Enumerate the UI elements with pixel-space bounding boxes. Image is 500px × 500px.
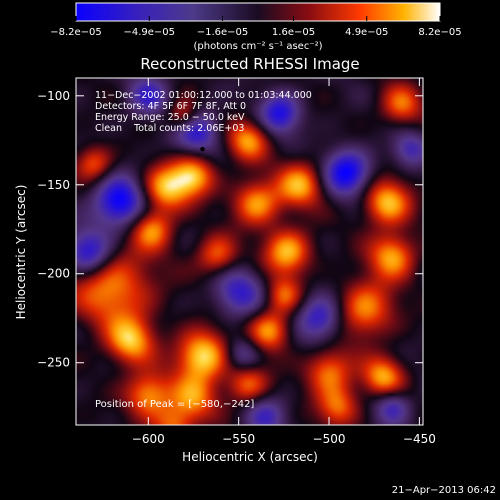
- chart-title: Reconstructed RHESSI Image: [140, 55, 359, 73]
- annotation-counts: Clean Total counts: 2.06E+03: [95, 123, 244, 134]
- colorbar-tick-label: −1.6e−05: [197, 27, 249, 38]
- plot-area: [76, 78, 423, 425]
- colorbar: [75, 2, 441, 22]
- y-tick-label: −200: [37, 267, 70, 281]
- colorbar-tick-label: 8.2e−05: [418, 27, 461, 38]
- x-axis-label: Heliocentric X (arcsec): [182, 450, 318, 464]
- axis-ticks: −600 −550 −500 −450 −100 −150 −200 −250: [37, 78, 436, 446]
- colorbar-tick-label: −8.2e−05: [50, 27, 102, 38]
- annotation-time: 11−Dec−2002 01:00:12.000 to 01:03:44.000: [95, 90, 312, 101]
- x-tick-label: −600: [132, 432, 165, 446]
- colorbar-tick-label: 4.9e−05: [345, 27, 388, 38]
- plot-frame: [75, 77, 424, 426]
- y-tick-label: −150: [37, 178, 70, 192]
- annotation-block: 11−Dec−2002 01:00:12.000 to 01:03:44.000…: [95, 90, 312, 134]
- y-tick-label: −100: [37, 89, 70, 103]
- colorbar-ticks: −8.2e−05 −4.9e−05 −1.6e−05 1.6e−05 4.9e−05 8.…: [50, 16, 462, 38]
- colorbar-unit-label: (photons cm⁻² s⁻¹ asec⁻²): [193, 41, 322, 52]
- annotation-detectors: Detectors: 4F 5F 6F 7F 8F, Att 0: [95, 101, 246, 112]
- x-tick-label: −500: [313, 432, 346, 446]
- y-tick-label: −250: [37, 356, 70, 370]
- peak-position-label: Position of Peak = [−580,−242]: [95, 399, 254, 410]
- y-axis-label: Heliocentric Y (arcsec): [14, 185, 28, 320]
- x-tick-label: −450: [403, 432, 436, 446]
- colorbar-tick-label: 1.6e−05: [272, 27, 315, 38]
- x-tick-label: −550: [222, 432, 255, 446]
- peak-marker: [200, 146, 205, 152]
- annotation-energy: Energy Range: 25.0 − 50.0 keV: [95, 112, 245, 123]
- colorbar-tick-label: −4.9e−05: [123, 27, 175, 38]
- footer-timestamp: 21−Apr−2013 06:42: [392, 485, 496, 496]
- heatmap-image: [76, 78, 423, 425]
